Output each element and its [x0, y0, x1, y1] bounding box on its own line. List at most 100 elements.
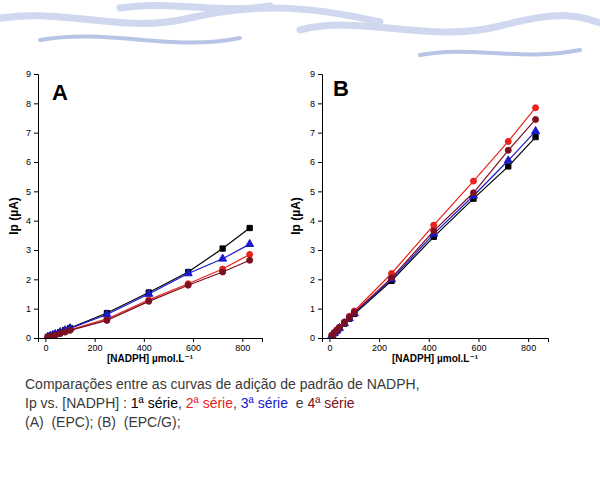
caption-text: 4ª série — [307, 395, 354, 411]
x-tick: 200 — [88, 338, 103, 353]
decoration-stroke — [120, 5, 270, 8]
marker — [533, 134, 538, 139]
marker — [247, 225, 252, 230]
marker — [532, 127, 540, 134]
caption-line: Ip vs. [NADPH] : 1ª série, 2ª série, 3ª … — [25, 395, 355, 411]
y-tick: 7 — [310, 128, 322, 138]
marker — [247, 251, 253, 257]
y-tick-mark — [318, 74, 322, 75]
y-tick-label: 8 — [26, 99, 31, 109]
y-tick-mark — [34, 250, 38, 251]
marker — [505, 138, 511, 144]
x-tick-mark — [242, 338, 243, 342]
decoration-stroke — [300, 16, 600, 32]
series-line — [332, 119, 536, 335]
x-tick-mark — [45, 338, 46, 342]
caption-text: , — [178, 395, 186, 411]
x-tick: 0 — [43, 338, 48, 353]
marker — [505, 147, 511, 153]
marker — [351, 309, 357, 315]
y-tick-label: 4 — [310, 216, 315, 226]
y-tick-label: 6 — [310, 157, 315, 167]
y-tick-label: 7 — [310, 128, 315, 138]
decoration-stroke — [0, 8, 380, 23]
y-tick-mark — [318, 309, 322, 310]
y-tick-label: 8 — [310, 99, 315, 109]
y-tick: 4 — [26, 216, 38, 226]
x-tick: 800 — [521, 338, 536, 353]
caption-text: Ip vs. [NADPH] : — [25, 395, 131, 411]
canvas: 02004006008000123456789A[NADPH] µmol.L⁻¹… — [0, 0, 600, 480]
y-tick: 9 — [310, 69, 322, 79]
y-tick-mark — [34, 74, 38, 75]
y-axis: 0123456789 — [26, 69, 39, 343]
y-tick: 3 — [26, 245, 38, 255]
x-axis: 0200400600800 — [39, 338, 263, 353]
marker — [67, 327, 73, 333]
marker — [533, 116, 539, 122]
y-tick: 4 — [310, 216, 322, 226]
marker — [336, 324, 342, 330]
y-tick-label: 0 — [26, 333, 31, 343]
marker — [336, 325, 342, 331]
y-tick-mark — [318, 103, 322, 104]
marker — [341, 320, 347, 326]
decoration — [0, 5, 600, 55]
y-tick-mark — [34, 103, 38, 104]
plot-area — [328, 105, 540, 338]
caption-line: (A) (EPC); (B) (EPC/G); — [25, 414, 181, 430]
caption-line: Comparações entre as curvas de adição de… — [25, 376, 420, 392]
y-tick-label: 5 — [26, 187, 31, 197]
decoration-stroke — [40, 37, 240, 43]
x-tick-mark — [478, 338, 479, 342]
y-tick: 6 — [26, 157, 38, 167]
y-tick-mark — [34, 309, 38, 310]
x-tick-label: 600 — [471, 343, 486, 353]
x-tick: 800 — [235, 338, 250, 353]
x-tick-label: 0 — [43, 343, 48, 353]
x-axis-label: [NADPH] µmol.L⁻¹ — [392, 353, 479, 364]
y-axis-label: Ip (µA) — [7, 197, 21, 235]
y-tick-mark — [34, 221, 38, 222]
x-tick-mark — [329, 338, 330, 342]
chart: 02004006008000123456789B[NADPH] µmol.L⁻¹… — [289, 69, 549, 364]
marker — [341, 319, 347, 325]
marker — [246, 239, 254, 246]
marker — [506, 164, 511, 169]
x-tick-mark — [95, 338, 96, 342]
y-tick-label: 4 — [26, 216, 31, 226]
caption: Comparações entre as curvas de adição de… — [25, 376, 420, 430]
y-tick: 1 — [26, 304, 38, 314]
marker — [389, 275, 395, 281]
y-tick-label: 6 — [26, 157, 31, 167]
y-tick: 7 — [26, 128, 38, 138]
x-tick-mark — [193, 338, 194, 342]
marker — [471, 178, 477, 184]
x-tick: 400 — [137, 338, 152, 353]
marker — [104, 317, 110, 323]
y-tick: 3 — [310, 245, 322, 255]
marker — [220, 269, 226, 275]
y-tick: 1 — [310, 304, 322, 314]
y-tick: 6 — [310, 157, 322, 167]
y-tick-mark — [34, 279, 38, 280]
marker — [346, 314, 352, 320]
marker — [67, 327, 73, 333]
caption-text: Comparações entre as curvas de adição de… — [25, 376, 420, 392]
y-tick: 0 — [310, 333, 322, 343]
caption-text: 1ª série — [131, 395, 178, 411]
y-tick-mark — [318, 338, 322, 339]
x-tick-label: 400 — [422, 343, 437, 353]
y-tick-mark — [34, 133, 38, 134]
series-line — [48, 228, 250, 337]
marker — [185, 282, 191, 288]
x-axis: 0 200 400 600 800 — [323, 338, 549, 353]
y-tick-label: 0 — [310, 333, 315, 343]
x-tick-label: 200 — [372, 343, 387, 353]
x-axis-line — [323, 339, 549, 343]
y-tick-label: 1 — [310, 304, 315, 314]
y-tick: 2 — [310, 275, 322, 285]
y-tick-mark — [318, 133, 322, 134]
x-tick: 0 — [327, 338, 332, 353]
y-tick-mark — [318, 221, 322, 222]
